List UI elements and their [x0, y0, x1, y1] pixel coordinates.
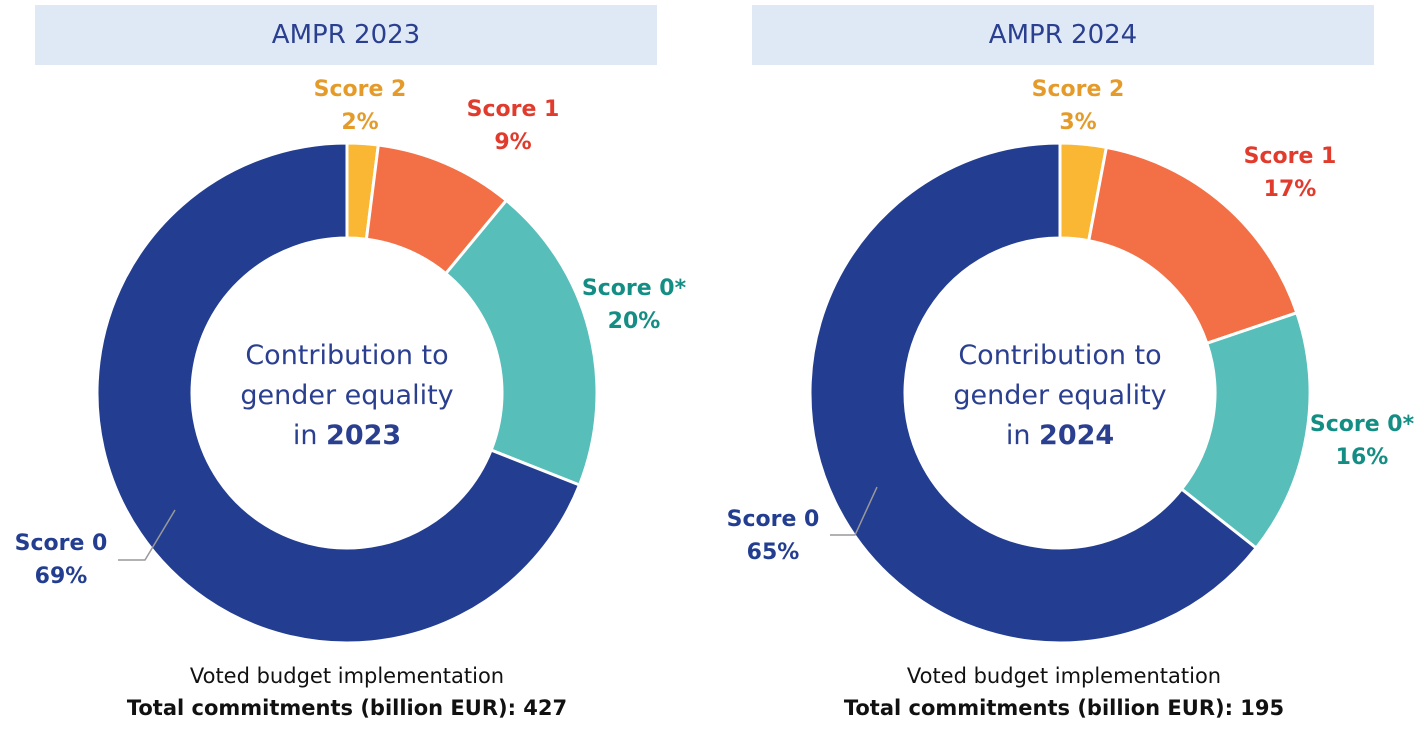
donut-2024: [808, 141, 1312, 645]
donut-slice-score0: [808, 141, 1259, 645]
leader-line-score0-2024: [830, 486, 878, 536]
chart-title-2023: AMPR 2023: [35, 5, 657, 65]
chart-title-2024: AMPR 2024: [752, 5, 1374, 65]
footer-2023: Voted budget implementation Total commit…: [126, 664, 568, 720]
donut-slice-score0star: [443, 198, 599, 487]
slice-label-score0-2024: Score 0 65%: [726, 507, 820, 565]
leader-line-score0-2023: [118, 509, 176, 561]
donut-slice-score1: [1087, 145, 1299, 346]
center-text-2024: Contribution to gender equality in 2024: [953, 340, 1167, 451]
slice-label-score1-2023: Score 1 9%: [466, 97, 560, 155]
slice-label-score0star-2023: Score 0* 20%: [581, 276, 687, 334]
center-text-2023: Contribution to gender equality in 2023: [240, 340, 454, 451]
footer-2024: Voted budget implementation Total commit…: [843, 664, 1285, 720]
slice-label-score0star-2024: Score 0* 16%: [1309, 412, 1415, 470]
slice-label-score2-2024: Score 2 3%: [1031, 77, 1125, 135]
slice-label-score1-2024: Score 1 17%: [1243, 144, 1337, 202]
slice-label-score2-2023: Score 2 2%: [313, 77, 407, 135]
donut-2023: [95, 141, 599, 645]
slice-label-score0-2023: Score 0 69%: [14, 531, 108, 589]
donut-slice-score0: [95, 141, 582, 645]
